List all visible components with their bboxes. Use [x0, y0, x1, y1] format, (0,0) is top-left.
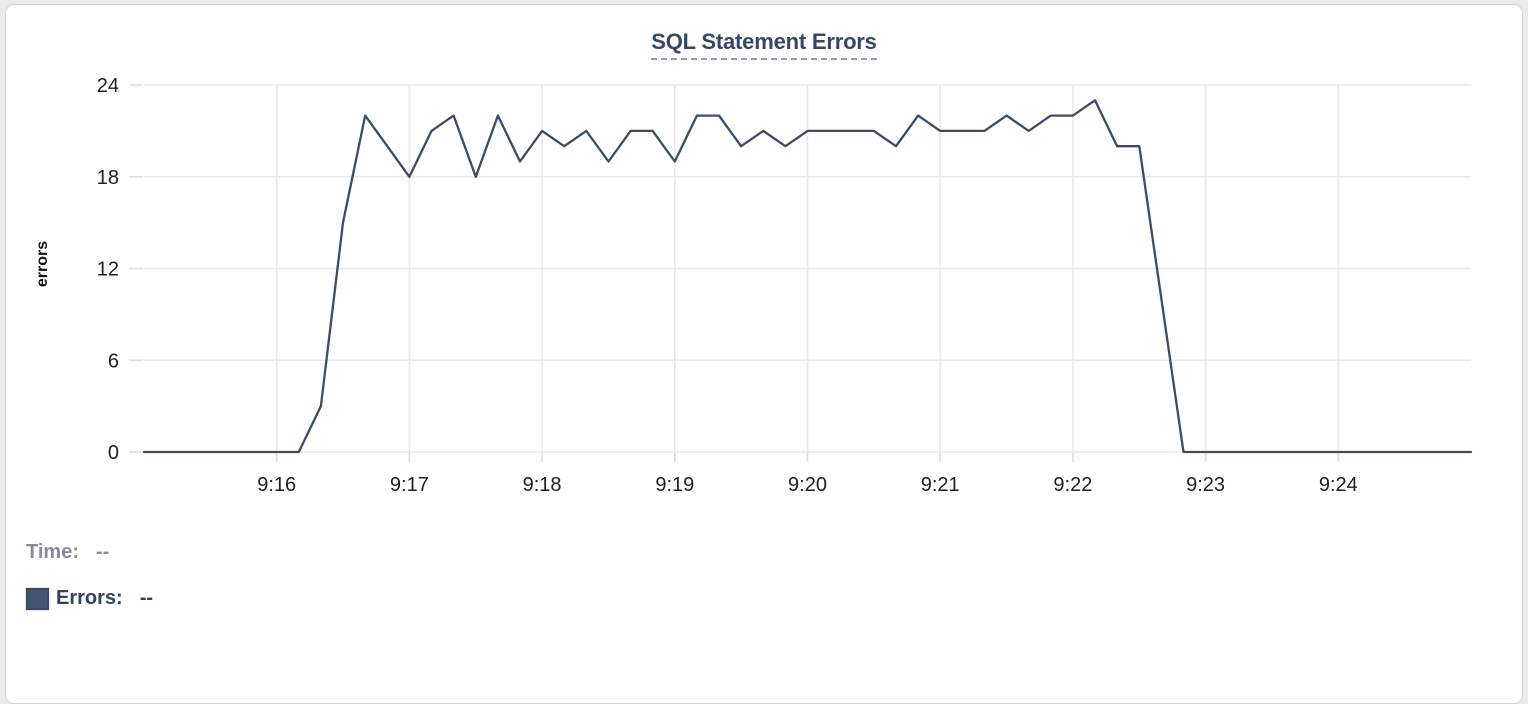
x-tick-label: 9:23	[1186, 474, 1225, 496]
y-axis-label: errors	[34, 240, 51, 288]
x-tick-label: 9:21	[921, 474, 960, 496]
tooltip-time-row: Time: --	[26, 541, 109, 564]
x-tick-label: 9:17	[390, 474, 429, 496]
x-tick-label: 9:22	[1053, 474, 1092, 496]
x-tick-label: 9:18	[523, 474, 562, 496]
y-tick-label: 12	[97, 259, 119, 281]
x-tick-label: 9:20	[788, 474, 827, 496]
chart-card: SQL Statement Errors 0 6 12 18 24 9:16 9:17 9:1…	[5, 4, 1523, 704]
x-tick-label: 9:24	[1319, 474, 1358, 496]
x-tick-label: 9:19	[655, 474, 694, 496]
y-tick-label: 18	[97, 167, 119, 189]
chart-title[interactable]: SQL Statement Errors	[651, 29, 877, 60]
sql-errors-line-chart[interactable]: 0 6 12 18 24 9:16 9:17 9:18 9:19 9:20 9:21 9:22 9:23…	[5, 4, 1523, 521]
y-tick-label: 6	[108, 350, 119, 372]
tooltip-time-value: --	[95, 541, 110, 563]
y-tick-label: 0	[108, 442, 119, 464]
series-line-errors[interactable]	[142, 99, 1473, 454]
tooltip-time-label: Time:	[26, 541, 79, 563]
x-tick-label: 9:16	[257, 474, 296, 496]
errors-series-swatch	[25, 586, 50, 611]
tooltip-errors-value: --	[139, 587, 154, 609]
tooltip-errors-label: Errors:	[56, 587, 123, 609]
y-tick-label: 24	[97, 75, 119, 97]
tooltip-errors-row: Errors: --	[25, 586, 154, 611]
chart-header: SQL Statement Errors	[6, 29, 1522, 60]
